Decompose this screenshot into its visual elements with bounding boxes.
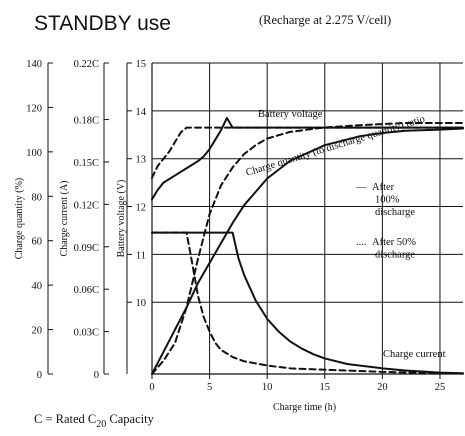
legend-text-0-2: discharge: [375, 207, 415, 218]
current-tick-label-6: 0.18C: [74, 116, 99, 127]
quantity-tick-label-3: 60: [32, 237, 43, 248]
legend-symbol-1: ....: [356, 237, 367, 248]
current-tick-label-3: 0.09C: [74, 243, 99, 254]
quantity-tick-label-0: 0: [37, 370, 42, 381]
series-quantity-100pct: [151, 127, 464, 375]
current-tick-label-4: 0.12C: [74, 200, 99, 211]
chart-title: STANDBY use: [34, 12, 171, 35]
voltage-axis-title: Battery voltage (V): [116, 180, 127, 258]
current-tick-label-5: 0.15C: [74, 158, 99, 169]
x-tick-label-3: 15: [320, 382, 331, 393]
legend-text-1-1: discharge: [375, 250, 415, 261]
footnote: C = Rated C20 Capacity: [34, 412, 155, 430]
voltage-tick-label-5: 15: [136, 59, 147, 70]
series-current-50pct: [151, 231, 464, 375]
voltage-tick-label-4: 14: [136, 107, 147, 118]
quantity-tick-label-4: 80: [32, 192, 43, 203]
voltage-tick-label-1: 11: [136, 250, 146, 261]
quantity-tick-label-7: 140: [26, 59, 42, 70]
x-tick-label-0: 0: [149, 382, 154, 393]
chart-subtitle: (Recharge at 2.275 V/cell): [259, 13, 391, 27]
current-label: Charge current: [383, 349, 446, 360]
quantity-tick-label-2: 40: [32, 281, 43, 292]
current-axis-title: Charge current (A): [59, 181, 70, 257]
quantity-axis-title: Charge quantity (%): [14, 178, 25, 259]
x-tick-label-2: 10: [262, 382, 273, 393]
legend-text-0-0: After: [372, 182, 395, 193]
plot-grid: 0 5 10 15 20 25: [149, 62, 463, 393]
voltage-tick-label-0: 10: [136, 298, 147, 309]
voltage-tick-label-3: 13: [136, 155, 147, 166]
current-tick-label-7: 0.22C: [74, 59, 99, 70]
footnote-subscript: 20: [96, 419, 106, 430]
x-axis-title: Charge time (h): [273, 402, 336, 413]
x-tick-label-1: 5: [207, 382, 212, 393]
left-axes: 0 20 40 60 80 100 120 140 Charge quantity (%) 0 0.…: [14, 59, 147, 381]
quantity-tick-label-5: 100: [26, 148, 42, 159]
series-current-100pct: [151, 231, 464, 375]
quantity-tick-label-1: 20: [32, 326, 43, 337]
ratio-label: Charge quantity (to discharge quantity) …: [245, 114, 427, 179]
footnote-text: C = Rated C: [34, 412, 96, 426]
series-voltage-50pct: [151, 126, 464, 179]
current-tick-label-2: 0.06C: [74, 285, 99, 296]
current-tick-label-1: 0.03C: [74, 328, 99, 339]
series-quantity-50pct: [151, 121, 464, 375]
voltage-label: Battery voltage: [258, 109, 323, 120]
series-voltage-100pct: [151, 117, 464, 201]
legend-text-0-1: 100%: [375, 195, 400, 206]
current-tick-label-0: 0: [94, 370, 99, 381]
voltage-tick-label-2: 12: [136, 203, 147, 214]
legend-text-1-0: After 50%: [372, 237, 416, 248]
x-tick-label-5: 25: [435, 382, 446, 393]
series-lines: [151, 117, 464, 375]
footnote-suffix: Capacity: [106, 412, 154, 426]
x-tick-label-4: 20: [377, 382, 388, 393]
legend-symbol-0: —: [355, 182, 367, 193]
quantity-tick-label-6: 120: [26, 103, 42, 114]
